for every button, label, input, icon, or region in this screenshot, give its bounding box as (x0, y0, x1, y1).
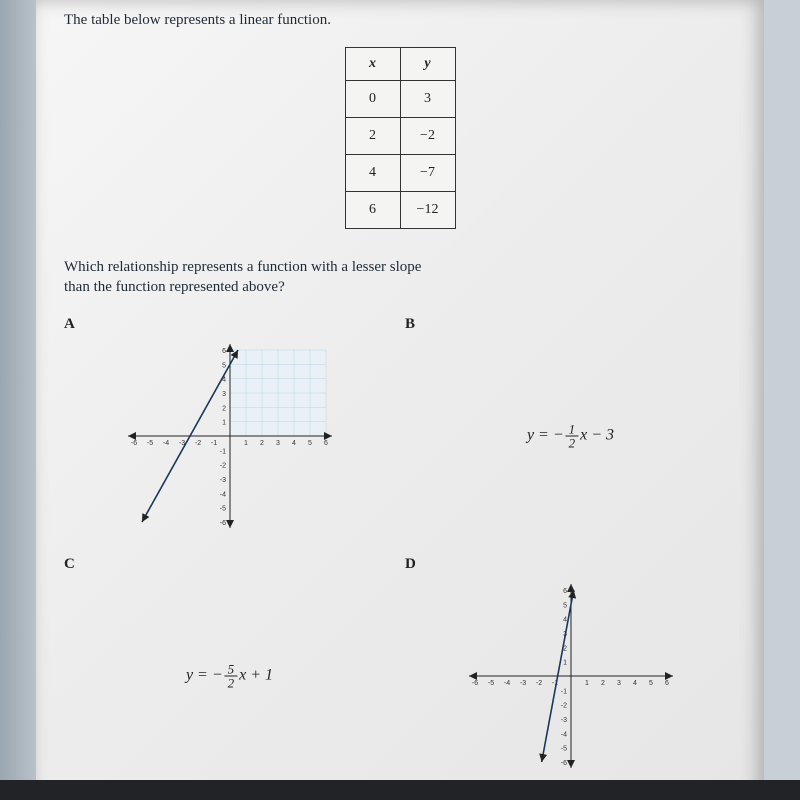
svg-text:-4: -4 (503, 680, 509, 687)
svg-text:-1: -1 (210, 440, 216, 447)
table-header-y: y (400, 48, 455, 81)
svg-text:5: 5 (222, 362, 226, 369)
svg-text:-2: -2 (535, 680, 541, 687)
worksheet-page: The table below represents a linear func… (36, 0, 764, 800)
svg-text:5: 5 (649, 680, 653, 687)
table-cell: −7 (400, 155, 455, 192)
svg-text:4: 4 (292, 440, 296, 447)
svg-text:5: 5 (308, 440, 312, 447)
choice-c-label: C (64, 556, 75, 573)
graph-a-svg: -6-5-4-3-2-1123456123456-1-2-3-4-5-6 (120, 336, 340, 536)
table-cell: 0 (345, 81, 400, 118)
choice-c-equation: y = −52x + 1 (186, 662, 273, 689)
svg-text:-3: -3 (519, 680, 525, 687)
choice-b-label: B (405, 316, 415, 333)
svg-text:-2: -2 (194, 440, 200, 447)
svg-text:-3: -3 (560, 717, 566, 724)
choices-grid: A -6-5-4-3-2-1123456123456-1-2-3-4-5-6 B… (64, 316, 736, 796)
svg-text:-5: -5 (146, 440, 152, 447)
choice-c: C y = −52x + 1 (64, 556, 395, 796)
eq-b-den: 2 (566, 436, 579, 449)
svg-text:6: 6 (324, 440, 328, 447)
table-cell: 6 (345, 192, 400, 229)
svg-text:6: 6 (563, 588, 567, 595)
svg-text:4: 4 (563, 616, 567, 623)
table-cell: 3 (400, 81, 455, 118)
choice-b: B y = −12x − 3 (405, 316, 736, 556)
svg-text:-4: -4 (162, 440, 168, 447)
svg-text:4: 4 (633, 680, 637, 687)
svg-text:-5: -5 (487, 680, 493, 687)
page-left-shadow (0, 0, 36, 800)
eq-b-num: 1 (566, 422, 579, 436)
svg-text:-2: -2 (560, 702, 566, 709)
question-text: Which relationship represents a function… (64, 257, 736, 298)
eq-c-suffix: x + 1 (239, 666, 273, 683)
svg-text:-5: -5 (219, 505, 225, 512)
graph-d-svg: -6-5-4-3-2-1123456123456-1-2-3-4-5-6 (461, 576, 681, 776)
svg-text:-1: -1 (219, 448, 225, 455)
svg-text:6: 6 (222, 348, 226, 355)
svg-text:-1: -1 (560, 688, 566, 695)
eq-b-suffix: x − 3 (580, 426, 614, 443)
table-row: 0 3 (345, 81, 455, 118)
svg-text:-6: -6 (219, 520, 225, 527)
table-cell: 2 (345, 118, 400, 155)
svg-text:1: 1 (222, 419, 226, 426)
eq-b-prefix: y = − (527, 426, 564, 443)
choice-b-equation: y = −12x − 3 (527, 422, 614, 449)
choice-d-label: D (405, 556, 416, 573)
table-cell: −2 (400, 118, 455, 155)
question-line1: Which relationship represents a function… (64, 259, 421, 275)
table-cell: 4 (345, 155, 400, 192)
eq-c-num: 5 (225, 662, 238, 676)
table-header-x: x (345, 48, 400, 81)
svg-text:-6: -6 (560, 760, 566, 767)
svg-text:-6: -6 (130, 440, 136, 447)
svg-text:3: 3 (617, 680, 621, 687)
svg-text:2: 2 (601, 680, 605, 687)
svg-text:-5: -5 (560, 745, 566, 752)
svg-text:2: 2 (222, 405, 226, 412)
table-row: 6 −12 (345, 192, 455, 229)
svg-text:2: 2 (260, 440, 264, 447)
table-cell: −12 (400, 192, 455, 229)
choice-d: D -6-5-4-3-2-1123456123456-1-2-3-4-5-6 (405, 556, 736, 796)
svg-text:3: 3 (222, 391, 226, 398)
screen-bottom-bar (0, 780, 800, 800)
eq-c-den: 2 (225, 676, 238, 689)
prompt-text: The table below represents a linear func… (64, 12, 736, 29)
svg-text:-6: -6 (471, 680, 477, 687)
function-table: x y 0 3 2 −2 4 −7 6 −12 (345, 47, 456, 229)
svg-text:1: 1 (244, 440, 248, 447)
choice-a-graph: -6-5-4-3-2-1123456123456-1-2-3-4-5-6 (120, 336, 340, 536)
table-row: 4 −7 (345, 155, 455, 192)
svg-text:1: 1 (585, 680, 589, 687)
table-row: 2 −2 (345, 118, 455, 155)
svg-text:-4: -4 (560, 731, 566, 738)
choice-a-label: A (64, 316, 75, 333)
svg-text:5: 5 (563, 602, 567, 609)
choice-d-graph: -6-5-4-3-2-1123456123456-1-2-3-4-5-6 (461, 576, 681, 776)
question-line2: than the function represented above? (64, 279, 285, 295)
svg-text:-2: -2 (219, 462, 225, 469)
svg-text:-3: -3 (219, 477, 225, 484)
choice-a: A -6-5-4-3-2-1123456123456-1-2-3-4-5-6 (64, 316, 395, 556)
eq-c-prefix: y = − (186, 666, 223, 683)
svg-text:6: 6 (665, 680, 669, 687)
svg-text:-4: -4 (219, 491, 225, 498)
svg-text:1: 1 (563, 659, 567, 666)
svg-text:3: 3 (276, 440, 280, 447)
